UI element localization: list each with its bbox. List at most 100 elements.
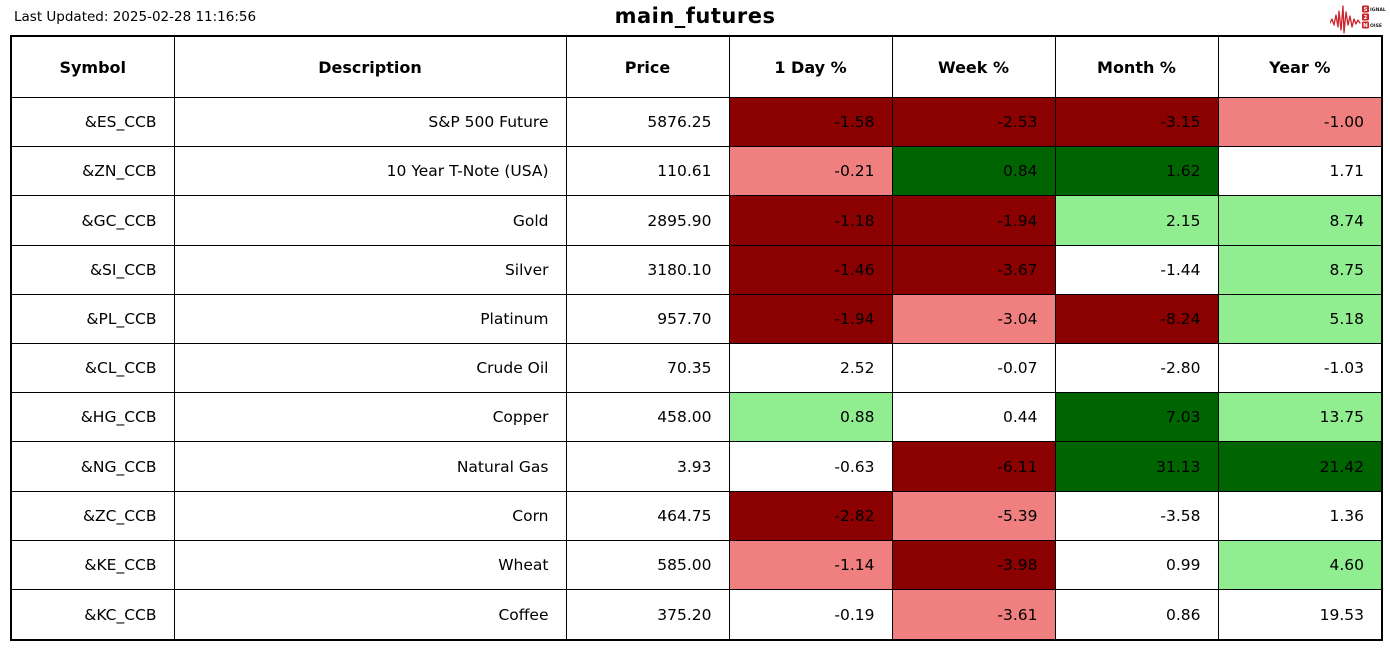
table-row: &KE_CCB Wheat 585.00 -1.14 -3.98 0.99 4.60 [10, 539, 1383, 591]
price-cell: 464.75 [565, 490, 730, 541]
logo-word-oise: OISE [1370, 23, 1382, 29]
year-pct-cell: 5.18 [1217, 293, 1383, 345]
table-body: &ES_CCB S&P 500 Future 5876.25 -1.58 -2.53 -3… [10, 96, 1383, 641]
year-pct-cell: 4.60 [1217, 539, 1383, 591]
day-pct-cell: -1.18 [728, 195, 893, 246]
signal2noise-logo: S IGNAL 2 N OISE [1330, 5, 1386, 34]
year-pct-cell: 21.42 [1217, 441, 1383, 492]
day-pct-cell: -2.82 [728, 490, 893, 541]
year-pct-cell: -1.03 [1217, 343, 1383, 394]
day-pct-cell: -0.19 [728, 589, 893, 641]
month-pct-cell: 0.86 [1054, 589, 1219, 641]
year-pct-cell: 8.74 [1217, 195, 1383, 246]
month-pct-cell: -3.58 [1054, 490, 1219, 541]
symbol-cell: &SI_CCB [10, 244, 175, 295]
last-updated-text: Last Updated: 2025-02-28 11:16:56 [14, 9, 257, 25]
price-cell: 585.00 [565, 539, 730, 591]
table-row: &CL_CCB Crude Oil 70.35 2.52 -0.07 -2.80 -1.03 [10, 343, 1383, 394]
symbol-cell: &KE_CCB [10, 539, 175, 591]
logo-digit-2: 2 [1364, 15, 1368, 21]
price-cell: 70.35 [565, 343, 730, 394]
table-row: &ZC_CCB Corn 464.75 -2.82 -5.39 -3.58 1.36 [10, 490, 1383, 541]
year-pct-cell: 1.36 [1217, 490, 1383, 541]
week-pct-cell: -3.98 [891, 539, 1056, 591]
description-cell: 10 Year T-Note (USA) [173, 146, 567, 197]
week-pct-cell: -5.39 [891, 490, 1056, 541]
column-header-week: Week % [891, 35, 1056, 98]
column-header-symbol: Symbol [10, 35, 175, 98]
description-cell: Wheat [173, 539, 567, 591]
description-cell: Coffee [173, 589, 567, 641]
symbol-cell: &ZC_CCB [10, 490, 175, 541]
symbol-cell: &PL_CCB [10, 293, 175, 345]
table-row: &ES_CCB S&P 500 Future 5876.25 -1.58 -2.53 -3… [10, 96, 1383, 148]
description-cell: Corn [173, 490, 567, 541]
table-row: &HG_CCB Copper 458.00 0.88 0.44 7.03 13.75 [10, 392, 1383, 443]
description-cell: Gold [173, 195, 567, 246]
description-cell: Crude Oil [173, 343, 567, 394]
description-cell: Copper [173, 392, 567, 443]
day-pct-cell: -0.21 [728, 146, 893, 197]
week-pct-cell: -3.61 [891, 589, 1056, 641]
column-header-description: Description [173, 35, 567, 98]
logo-text: S IGNAL 2 N OISE [1362, 5, 1386, 29]
day-pct-cell: -1.46 [728, 244, 893, 295]
month-pct-cell: -1.44 [1054, 244, 1219, 295]
week-pct-cell: -3.04 [891, 293, 1056, 345]
month-pct-cell: 1.62 [1054, 146, 1219, 197]
price-cell: 3.93 [565, 441, 730, 492]
year-pct-cell: -1.00 [1217, 96, 1383, 148]
day-pct-cell: -0.63 [728, 441, 893, 492]
price-cell: 5876.25 [565, 96, 730, 148]
column-header-price: Price [565, 35, 730, 98]
symbol-cell: &GC_CCB [10, 195, 175, 246]
symbol-cell: &HG_CCB [10, 392, 175, 443]
price-cell: 375.20 [565, 589, 730, 641]
week-pct-cell: -1.94 [891, 195, 1056, 246]
symbol-cell: &KC_CCB [10, 589, 175, 641]
week-pct-cell: -6.11 [891, 441, 1056, 492]
symbol-cell: &ZN_CCB [10, 146, 175, 197]
description-cell: Platinum [173, 293, 567, 345]
table-row: &NG_CCB Natural Gas 3.93 -0.63 -6.11 31.13 21.… [10, 441, 1383, 492]
page-title: main_futures [614, 4, 776, 28]
month-pct-cell: 2.15 [1054, 195, 1219, 246]
day-pct-cell: -1.94 [728, 293, 893, 345]
week-pct-cell: -3.67 [891, 244, 1056, 295]
day-pct-cell: 0.88 [728, 392, 893, 443]
month-pct-cell: -8.24 [1054, 293, 1219, 345]
week-pct-cell: -0.07 [891, 343, 1056, 394]
table-row: &ZN_CCB 10 Year T-Note (USA) 110.61 -0.21 0.… [10, 146, 1383, 197]
day-pct-cell: -1.58 [728, 96, 893, 148]
month-pct-cell: -3.15 [1054, 96, 1219, 148]
price-cell: 458.00 [565, 392, 730, 443]
logo-word-ignal: IGNAL [1370, 7, 1386, 13]
week-pct-cell: 0.84 [891, 146, 1056, 197]
description-cell: S&P 500 Future [173, 96, 567, 148]
description-cell: Natural Gas [173, 441, 567, 492]
year-pct-cell: 19.53 [1217, 589, 1383, 641]
column-header-month: Month % [1054, 35, 1219, 98]
month-pct-cell: 7.03 [1054, 392, 1219, 443]
logo-letter-s: S [1363, 7, 1367, 13]
price-cell: 2895.90 [565, 195, 730, 246]
year-pct-cell: 8.75 [1217, 244, 1383, 295]
column-header-year: Year % [1217, 35, 1383, 98]
table-header-row: Symbol Description Price 1 Day % Week % Month… [10, 35, 1383, 98]
table-row: &SI_CCB Silver 3180.10 -1.46 -3.67 -1.44 8.75 [10, 244, 1383, 295]
price-cell: 110.61 [565, 146, 730, 197]
month-pct-cell: 31.13 [1054, 441, 1219, 492]
day-pct-cell: -1.14 [728, 539, 893, 591]
logo-letter-n: N [1363, 23, 1368, 29]
year-pct-cell: 1.71 [1217, 146, 1383, 197]
month-pct-cell: -2.80 [1054, 343, 1219, 394]
year-pct-cell: 13.75 [1217, 392, 1383, 443]
signal-waveform-icon [1330, 5, 1361, 34]
table-row: &GC_CCB Gold 2895.90 -1.18 -1.94 2.15 8.74 [10, 195, 1383, 246]
column-header-day: 1 Day % [728, 35, 893, 98]
price-cell: 3180.10 [565, 244, 730, 295]
description-cell: Silver [173, 244, 567, 295]
price-cell: 957.70 [565, 293, 730, 345]
symbol-cell: &ES_CCB [10, 96, 175, 148]
